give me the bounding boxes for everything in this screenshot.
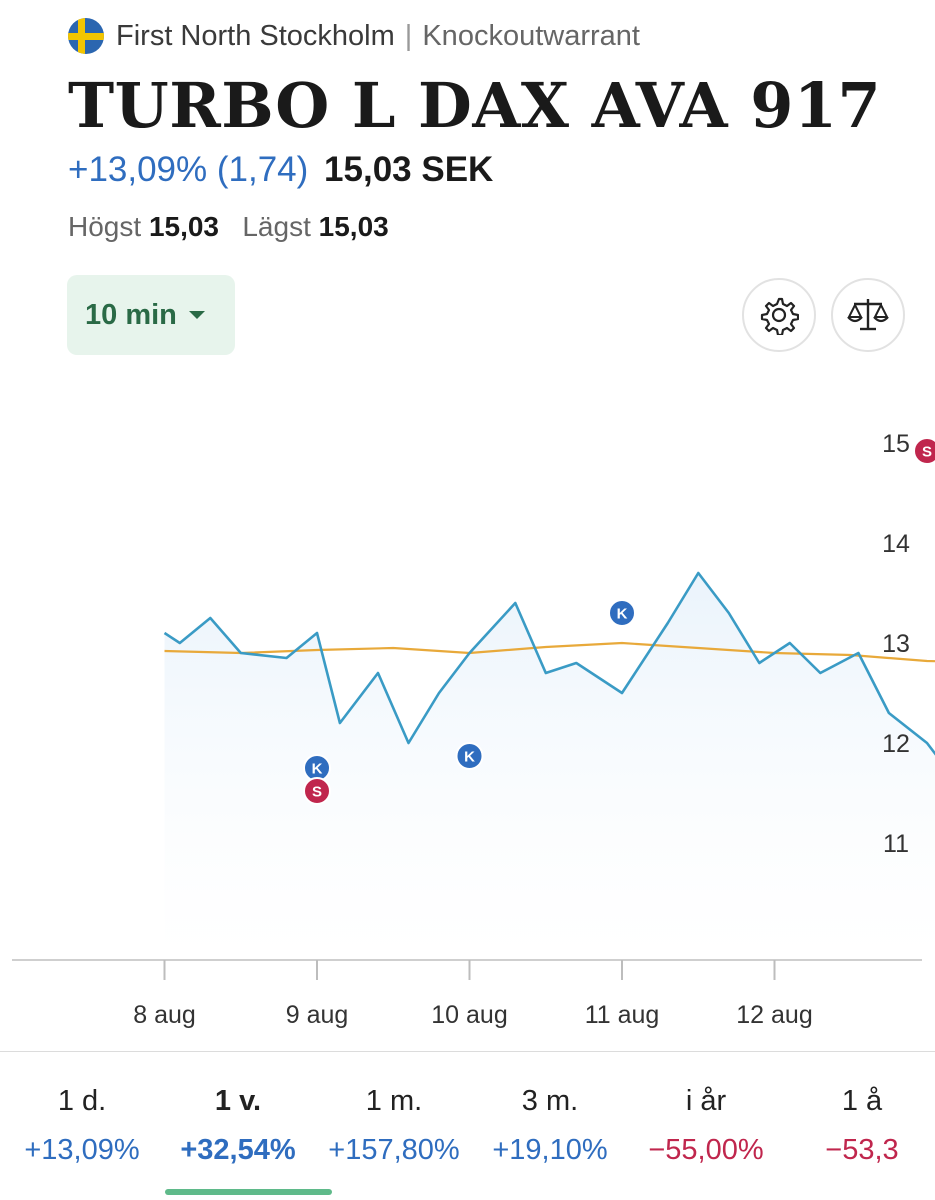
y-tick-label: 13 xyxy=(882,630,910,658)
buy-marker[interactable]: K xyxy=(455,742,484,770)
period-label: 1 m. xyxy=(365,1085,423,1117)
x-tick-label: 10 aug xyxy=(431,1001,507,1029)
marker-label: K xyxy=(617,606,628,623)
period-change: +19,10% xyxy=(492,1134,608,1166)
interval-label: 10 min xyxy=(85,298,177,331)
average-line xyxy=(164,641,935,663)
price-area-fill xyxy=(164,573,935,960)
last-price: 15,03 SEK xyxy=(324,150,494,189)
low-label: Lägst xyxy=(242,211,311,242)
market-row: First North Stockholm | Knockoutwarrant xyxy=(68,18,640,54)
period-tab-2[interactable]: 1 v. +32,54% xyxy=(158,1085,318,1167)
scale-icon xyxy=(847,299,889,331)
price-row: +13,09% (1,74) 15,03 SEK xyxy=(68,150,493,190)
y-tick-label: 15 xyxy=(882,430,910,458)
period-change: +32,54% xyxy=(180,1134,296,1166)
marker-dot xyxy=(608,599,636,627)
active-period-indicator xyxy=(165,1189,332,1195)
sell-marker[interactable]: S xyxy=(913,437,935,465)
separator: | xyxy=(404,19,413,52)
buy-marker[interactable]: K xyxy=(608,599,636,627)
x-tick-label: 11 aug xyxy=(585,1001,660,1029)
interval-dropdown[interactable]: 10 min xyxy=(67,275,235,355)
x-tick-label: 8 aug xyxy=(133,1001,196,1029)
period-label: 1 å xyxy=(841,1085,883,1117)
period-label: 1 d. xyxy=(57,1085,107,1117)
chevron-down-icon xyxy=(188,311,205,319)
compare-button[interactable] xyxy=(831,278,905,352)
sell-marker[interactable]: S xyxy=(303,777,331,805)
sweden-flag-icon xyxy=(68,18,104,54)
high-value: 15,03 xyxy=(148,211,220,242)
chart-settings-button[interactable] xyxy=(742,278,816,352)
marker-label: K xyxy=(312,761,323,778)
marker-dot xyxy=(455,742,484,770)
page-title: TURBO L DAX AVA 917 xyxy=(68,69,882,142)
high-low-row: Högst 15,03 Lägst 15,03 xyxy=(68,211,389,243)
period-change: +13,09% xyxy=(24,1134,140,1166)
period-tab-6[interactable]: 1 å −53,3 xyxy=(782,1085,935,1167)
price-chart[interactable]: 8 aug 9 aug 10 aug 11 aug 12 aug 11 12 13 14 15 K… xyxy=(0,400,935,1050)
marker-label: K xyxy=(464,749,475,766)
marker-dot xyxy=(303,777,331,805)
marker-dot xyxy=(913,437,935,465)
x-tick-label: 12 aug xyxy=(736,1001,812,1029)
period-tab-5[interactable]: i år −55,00% xyxy=(626,1085,786,1167)
marker-label: S xyxy=(922,444,932,461)
period-change: +157,80% xyxy=(328,1134,460,1166)
high-label: Högst xyxy=(68,211,142,242)
period-tab-1[interactable]: 1 d. +13,09% xyxy=(2,1085,162,1167)
period-change: −53,3 xyxy=(825,1134,899,1166)
y-tick-label: 14 xyxy=(882,530,910,558)
period-label: 1 v. xyxy=(214,1085,262,1117)
divider xyxy=(0,1051,935,1052)
marker-label: S xyxy=(312,784,322,801)
period-change: −55,00% xyxy=(648,1134,764,1166)
market-name: First North Stockholm xyxy=(116,19,395,52)
gear-icon xyxy=(760,297,799,335)
x-tick-label: 9 aug xyxy=(286,1001,349,1029)
period-label: i år xyxy=(685,1085,727,1117)
period-tab-4[interactable]: 3 m. +19,10% xyxy=(470,1085,630,1167)
period-tab-3[interactable]: 1 m. +157,80% xyxy=(314,1085,474,1167)
instrument-type: Knockoutwarrant xyxy=(422,19,640,52)
y-tick-label: 11 xyxy=(883,830,909,858)
price-change: +13,09% (1,74) xyxy=(68,150,309,189)
y-tick-label: 12 xyxy=(882,730,910,758)
period-label: 3 m. xyxy=(521,1085,579,1117)
low-value: 15,03 xyxy=(318,211,389,242)
price-line xyxy=(163,571,935,756)
